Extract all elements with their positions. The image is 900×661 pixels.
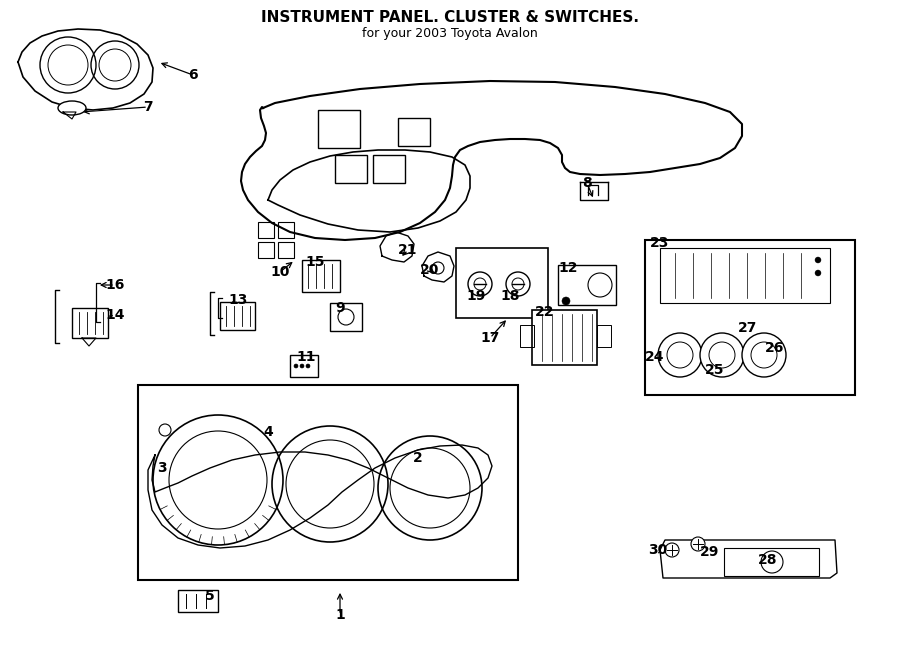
Polygon shape	[18, 29, 153, 110]
Text: 18: 18	[500, 289, 520, 303]
Text: 1: 1	[335, 608, 345, 622]
Bar	[660, 248, 830, 303]
Text: 22: 22	[536, 305, 554, 319]
Text: 9: 9	[335, 301, 345, 315]
Polygon shape	[660, 540, 837, 578]
Ellipse shape	[58, 101, 86, 115]
Bar	[278, 222, 294, 238]
Bar	[258, 242, 274, 258]
Bar	[138, 385, 518, 580]
Text: 15: 15	[305, 255, 325, 269]
Text: 29: 29	[700, 545, 720, 559]
Circle shape	[300, 364, 304, 368]
Text: 19: 19	[466, 289, 486, 303]
Text: 14: 14	[105, 308, 125, 322]
Bar	[520, 325, 534, 347]
Text: 28: 28	[758, 553, 778, 567]
Text: 2: 2	[413, 451, 423, 465]
Circle shape	[665, 543, 679, 557]
Bar	[373, 155, 405, 183]
Bar	[724, 548, 819, 576]
Text: 4: 4	[263, 425, 273, 439]
Text: INSTRUMENT PANEL. CLUSTER & SWITCHES.: INSTRUMENT PANEL. CLUSTER & SWITCHES.	[261, 11, 639, 26]
Text: for your 2003 Toyota Avalon: for your 2003 Toyota Avalon	[362, 28, 538, 40]
Bar	[558, 265, 616, 305]
Bar	[330, 303, 362, 331]
Bar	[645, 240, 855, 395]
Bar	[258, 222, 274, 238]
Circle shape	[658, 333, 702, 377]
Text: 23: 23	[651, 236, 670, 250]
Text: 7: 7	[143, 100, 153, 114]
Circle shape	[742, 333, 786, 377]
Text: 10: 10	[270, 265, 290, 279]
Bar	[335, 155, 367, 183]
Text: 25: 25	[706, 363, 724, 377]
Circle shape	[815, 257, 821, 263]
Text: 6: 6	[188, 68, 198, 82]
Circle shape	[506, 272, 530, 296]
Bar	[398, 118, 430, 146]
Text: 20: 20	[420, 263, 440, 277]
Text: 24: 24	[645, 350, 665, 364]
Text: 30: 30	[648, 543, 668, 557]
Circle shape	[159, 424, 171, 436]
Text: 17: 17	[481, 331, 500, 345]
Bar	[532, 310, 597, 365]
Text: 27: 27	[738, 321, 758, 335]
Circle shape	[468, 272, 492, 296]
Text: 5: 5	[205, 589, 215, 603]
Circle shape	[306, 364, 310, 368]
Bar	[456, 248, 548, 318]
Text: 11: 11	[296, 350, 316, 364]
Bar	[290, 355, 318, 377]
Bar	[220, 302, 255, 330]
Bar	[318, 110, 360, 148]
Text: 16: 16	[105, 278, 125, 292]
Bar	[597, 325, 611, 347]
Text: 12: 12	[558, 261, 578, 275]
Bar	[302, 260, 340, 292]
Circle shape	[294, 364, 298, 368]
Bar	[278, 242, 294, 258]
Circle shape	[691, 537, 705, 551]
Circle shape	[815, 270, 821, 276]
Text: 3: 3	[158, 461, 166, 475]
Polygon shape	[241, 81, 742, 240]
Circle shape	[700, 333, 744, 377]
Text: 26: 26	[765, 341, 785, 355]
Circle shape	[562, 297, 570, 305]
Text: 13: 13	[229, 293, 248, 307]
Text: 8: 8	[582, 176, 592, 190]
Text: 21: 21	[398, 243, 418, 257]
Bar	[178, 590, 218, 612]
Bar	[72, 308, 108, 338]
